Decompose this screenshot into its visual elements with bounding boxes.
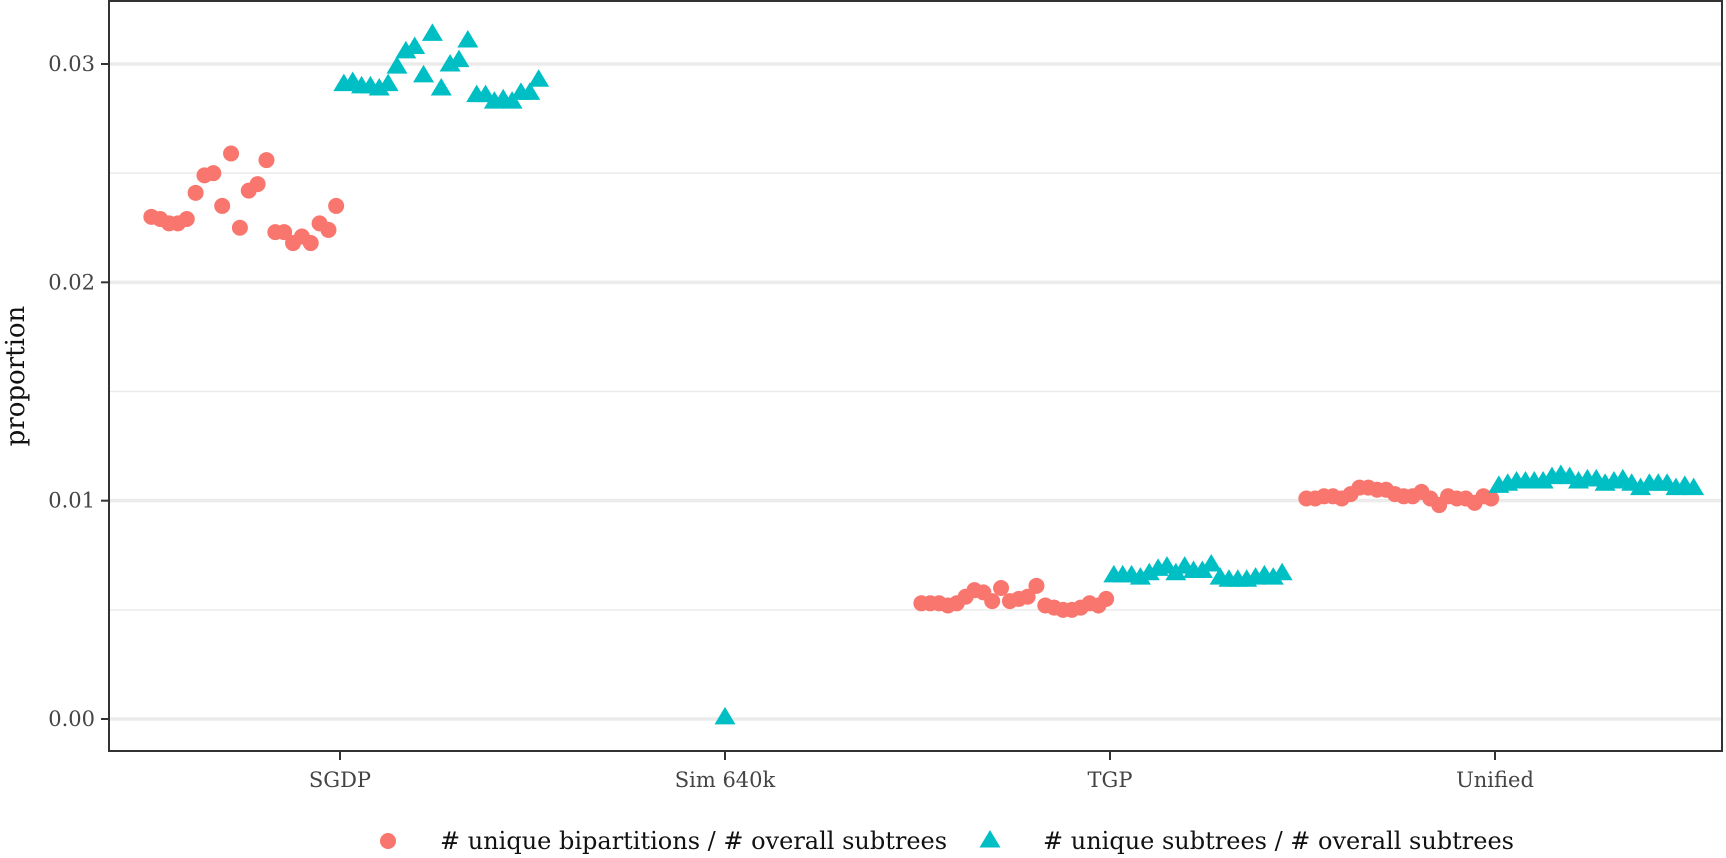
subtree-point [1271,562,1293,581]
legend: # unique bipartitions / # overall subtre… [380,827,1514,855]
subtree-point [528,69,550,87]
subtree-point [1200,553,1222,572]
data-points [143,23,1705,725]
legend-key-subtrees [979,830,1001,848]
bipartition-point [231,219,248,236]
subtree-point [377,73,399,92]
bipartition-point [993,580,1010,596]
subtree-point [386,56,408,74]
y-tick-label: 0.01 [48,489,95,513]
bipartition-point [1483,490,1500,507]
bipartition-point [984,593,1001,610]
bipartition-point [249,176,266,193]
bipartition-point [178,211,195,228]
bipartition-point [223,145,240,162]
subtree-point [1683,477,1705,496]
bipartition-point [328,197,345,214]
legend-key-bipartitions [380,833,396,849]
x-tick-label: Unified [1456,768,1534,792]
y-tick-label: 0.02 [48,270,95,294]
bipartition-point [258,152,275,169]
subtree-point [430,78,452,96]
bipartition-point [276,224,293,241]
x-tick-label: Sim 640k [675,768,776,792]
bipartition-point [214,197,231,214]
bipartition-point [1019,588,1036,605]
subtree-point [413,64,435,83]
subtree-point [448,49,470,68]
subtree-point [519,82,541,100]
bipartition-point [320,221,337,238]
subtree-point [404,36,426,55]
legend-label-subtrees: # unique subtrees / # overall subtrees [1043,827,1514,855]
legend-label-bipartitions: # unique bipartitions / # overall subtre… [440,827,947,855]
subtree-point [421,23,443,41]
bipartition-point [1098,590,1115,607]
x-tick-label: TGP [1088,768,1133,792]
plot-panel-border [108,0,1723,752]
bipartition-point [205,165,222,182]
x-axis-ticks: SGDP Sim 640k TGP Unified [309,751,1534,792]
subtree-point [714,706,736,725]
y-axis-title: proportion [1,305,31,446]
y-tick-label: 0.00 [48,707,95,731]
y-axis-ticks: 0.00 0.01 0.02 0.03 [48,52,109,731]
grid-lines [109,62,1722,721]
x-tick-label: SGDP [309,768,371,792]
y-tick-label: 0.03 [48,52,95,76]
bipartition-point [302,235,319,252]
subtree-point [457,29,479,48]
bipartition-point [1028,577,1045,594]
bipartition-point [187,184,204,201]
